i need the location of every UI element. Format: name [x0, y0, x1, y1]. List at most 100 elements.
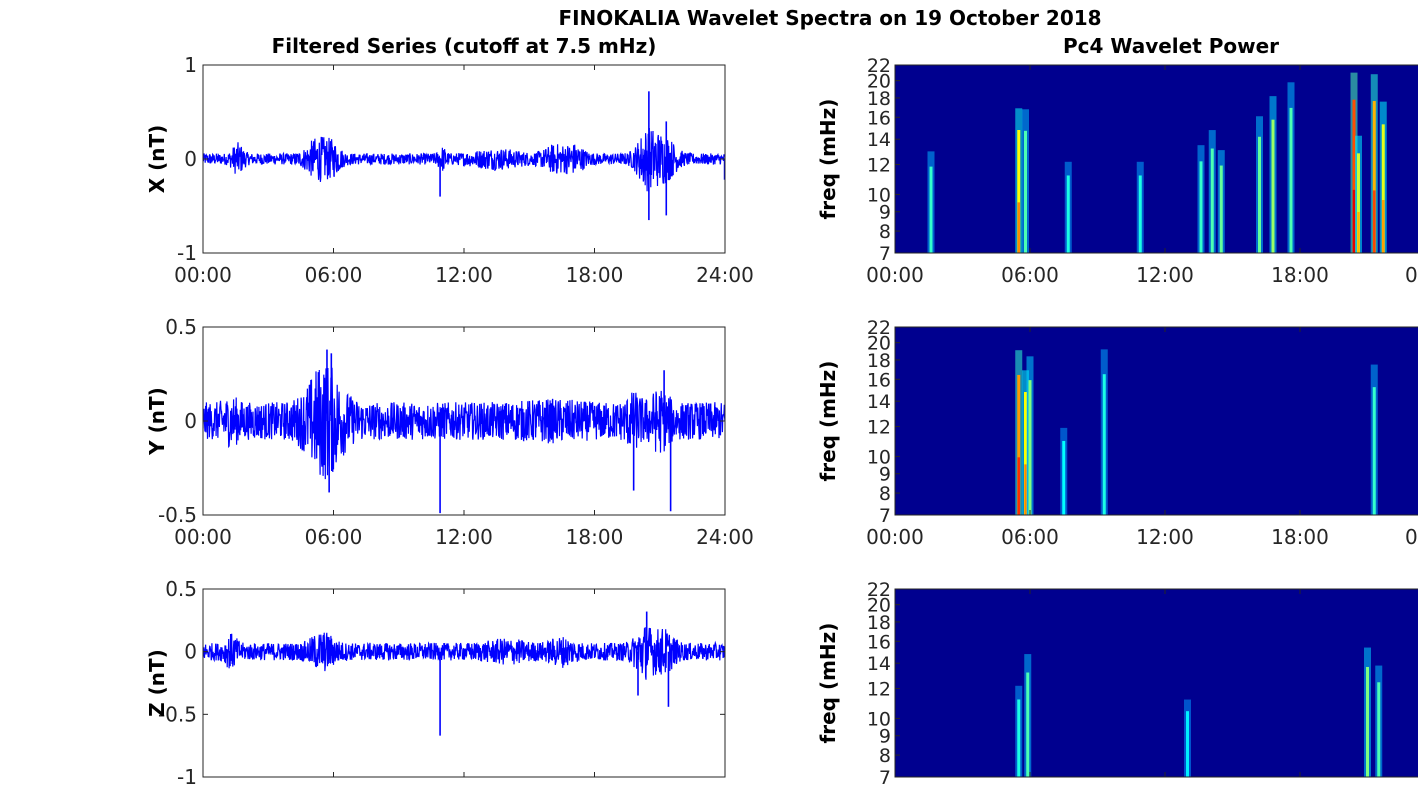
line-panel-1: 0.5 0 -0.500:00 06:00 12:00 18:00 24:00 Y (nT) [145, 315, 754, 549]
y-tick-label: 12 [867, 679, 891, 701]
y-tick-label: 8 [879, 745, 891, 767]
y-tick-label: 8 [879, 483, 891, 505]
power-streak [1017, 130, 1021, 253]
y-tick-label: 20 [867, 595, 891, 617]
power-streak-core [1373, 190, 1376, 253]
y-tick-label: 16 [867, 107, 891, 129]
power-streak [1352, 99, 1356, 253]
x-tick-label: 00 [1405, 263, 1418, 287]
power-streak [1199, 161, 1203, 253]
figure-title: FINOKALIA Wavelet Spectra on 19 October … [558, 6, 1101, 30]
power-streak-core [1017, 457, 1020, 515]
power-streak [1377, 682, 1381, 777]
y-tick-label: -0.5 [158, 503, 197, 527]
y-tick-label: 7 [879, 767, 891, 788]
power-streak [1017, 699, 1021, 777]
power-streak [1372, 101, 1376, 253]
power-streak [1026, 672, 1030, 777]
y-tick-label: 16 [867, 369, 891, 391]
power-streak [1186, 711, 1189, 777]
y-tick-label: 22 [867, 317, 891, 339]
y-tick-label: -1 [177, 241, 197, 265]
x-tick-label: 06:00 [1001, 263, 1059, 287]
power-streak [1066, 175, 1070, 253]
y-tick-label: 1 [184, 53, 197, 77]
y-tick-label: 9 [879, 726, 891, 748]
power-streak-core [1352, 189, 1356, 253]
y-tick-label: 18 [867, 612, 891, 634]
y-tick-label: 22 [867, 579, 891, 601]
x-tick-label: 06:00 [305, 263, 363, 287]
y-tick-label: 14 [867, 653, 891, 675]
y-tick-label: 7 [879, 505, 891, 527]
power-streak [929, 166, 933, 253]
y-tick-label: 18 [867, 88, 891, 110]
y-tick-label: 20 [867, 333, 891, 355]
power-streak [1381, 124, 1385, 253]
power-streak [1210, 148, 1214, 253]
y-tick-label: 7 [879, 243, 891, 265]
y-axis-label: X (nT) [145, 125, 169, 194]
x-tick-label: 18:00 [1271, 525, 1329, 549]
x-tick-label: 00:00 [174, 525, 232, 549]
x-tick-label: 18:00 [1271, 263, 1329, 287]
x-tick-label: 12:00 [1136, 263, 1194, 287]
power-streak [1024, 392, 1027, 515]
y-tick-label: 22 [867, 55, 891, 77]
power-streak-core [1357, 211, 1360, 253]
x-tick-label: 00:00 [174, 263, 232, 287]
x-tick-label: 00 [1405, 525, 1418, 549]
y-tick-label: 0 [184, 409, 197, 433]
y-tick-label: 20 [867, 71, 891, 93]
y-tick-label: 10 [867, 184, 891, 206]
y-tick-label: 14 [867, 129, 891, 151]
power-streak [1017, 374, 1021, 515]
power-streak [1289, 107, 1293, 253]
y-tick-label: 16 [867, 631, 891, 653]
power-streak [1219, 165, 1223, 253]
y-tick-label: 12 [867, 417, 891, 439]
y-axis-label: Y (nT) [145, 387, 169, 456]
x-tick-label: 18:00 [566, 263, 624, 287]
y-tick-label: 0.5 [165, 315, 197, 339]
x-tick-label: 24:00 [696, 263, 754, 287]
x-tick-label: 00:00 [866, 263, 924, 287]
power-streak [1258, 136, 1261, 253]
line-panel-0: 1 0 -100:00 06:00 12:00 18:00 24:00 X (nT) [145, 53, 754, 287]
heatmap-background [895, 589, 1418, 777]
y-tick-label: 0.5 [165, 577, 197, 601]
power-streak [1138, 175, 1142, 253]
y-tick-label: 0 [184, 640, 197, 664]
y-tick-label: 9 [879, 464, 891, 486]
power-streak [1024, 130, 1027, 253]
x-tick-label: 06:00 [1001, 525, 1059, 549]
y-axis-label: Z (nT) [145, 649, 169, 717]
series-line [203, 127, 725, 192]
power-streak-core [1017, 202, 1020, 253]
wavelet-power-title: Pc4 Wavelet Power [1063, 34, 1279, 58]
y-tick-label: 0 [184, 147, 197, 171]
power-streak-core [1382, 200, 1385, 253]
heatmap-background [895, 65, 1418, 253]
x-tick-label: 12:00 [1136, 525, 1194, 549]
y-tick-label: -1 [177, 765, 197, 788]
x-tick-label: 06:00 [305, 525, 363, 549]
y-tick-label: 10 [867, 446, 891, 468]
x-tick-label: 00:00 [866, 525, 924, 549]
y-tick-label: 14 [867, 391, 891, 413]
power-streak [1028, 380, 1032, 515]
series-line [203, 367, 725, 480]
power-streak [1366, 666, 1369, 777]
x-tick-label: 12:00 [435, 263, 493, 287]
x-tick-label: 18:00 [566, 525, 624, 549]
power-streak [1102, 374, 1106, 515]
y-axis-label: freq (mHz) [816, 361, 840, 482]
filtered-series-title: Filtered Series (cutoff at 7.5 mHz) [272, 34, 657, 58]
y-tick-label: -0.5 [158, 702, 197, 726]
power-streak [1372, 387, 1376, 515]
x-tick-label: 24:00 [696, 525, 754, 549]
power-streak [1062, 440, 1066, 515]
